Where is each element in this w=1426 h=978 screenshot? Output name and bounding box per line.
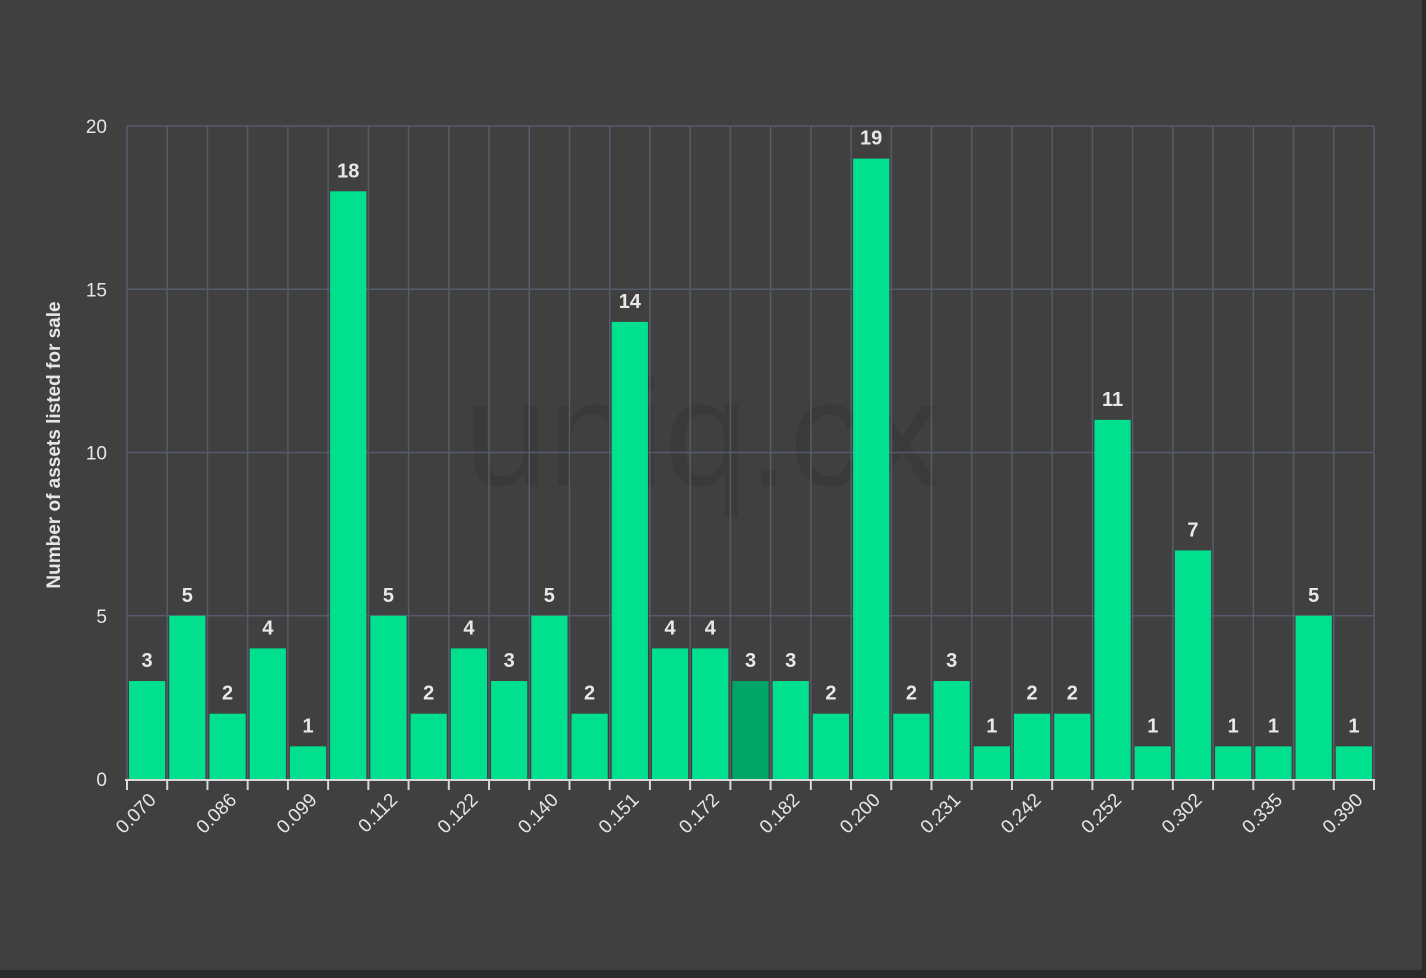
- bar-value-label: 2: [1067, 683, 1078, 705]
- bar[interactable]: [732, 681, 769, 779]
- bar-value-label: 2: [825, 683, 836, 705]
- y-tick-label: 20: [86, 117, 107, 138]
- bar-value-label: 2: [1027, 683, 1038, 705]
- bar-value-label: 3: [504, 650, 515, 672]
- bar[interactable]: [209, 713, 246, 779]
- y-axis-title: Number of assets listed for sale: [44, 301, 65, 588]
- bar[interactable]: [651, 648, 689, 779]
- x-tick-label: 0.140: [514, 790, 562, 838]
- bar[interactable]: [893, 713, 930, 779]
- x-tick-label: 0.390: [1319, 790, 1367, 838]
- bar-value-label: 2: [584, 683, 595, 705]
- bar[interactable]: [853, 158, 890, 779]
- bar[interactable]: [1094, 419, 1131, 779]
- bar-value-label: 7: [1187, 519, 1198, 541]
- bar[interactable]: [169, 615, 206, 779]
- bar-value-label: 1: [1348, 715, 1359, 737]
- x-tick-label: 0.112: [355, 790, 402, 837]
- bar[interactable]: [129, 681, 166, 779]
- bar-value-label: 1: [1268, 715, 1279, 737]
- bar-value-label: 4: [463, 617, 475, 639]
- bar[interactable]: [330, 191, 367, 780]
- bar-value-label: 2: [423, 683, 434, 705]
- y-tick-label: 10: [86, 444, 107, 465]
- bar[interactable]: [611, 321, 648, 779]
- x-tick-label: 0.302: [1158, 790, 1206, 838]
- x-tick-label: 0.252: [1078, 790, 1126, 838]
- x-tick-label: 0.242: [997, 790, 1045, 838]
- bar[interactable]: [1013, 713, 1051, 779]
- bar-value-label: 2: [222, 683, 233, 705]
- bar-value-label: 19: [860, 128, 882, 150]
- bar[interactable]: [289, 746, 327, 779]
- bar-value-label: 5: [182, 585, 193, 607]
- y-tick-labels: 0 5 10 15 20: [86, 117, 107, 791]
- x-tick-label: 0.231: [917, 790, 965, 838]
- x-tick-label: 0.070: [112, 790, 160, 838]
- bar-value-label: 1: [1147, 715, 1158, 737]
- axes: [125, 779, 1375, 790]
- bar-value-label: 1: [302, 715, 313, 737]
- y-tick-label: 0: [96, 770, 107, 791]
- bar[interactable]: [491, 681, 528, 779]
- bar[interactable]: [370, 615, 407, 779]
- bar[interactable]: [1215, 746, 1252, 779]
- bar-value-label: 4: [262, 617, 274, 639]
- bar[interactable]: [1335, 746, 1372, 779]
- bar[interactable]: [692, 648, 729, 779]
- bar-value-label: 14: [619, 291, 642, 313]
- bar-value-label: 4: [664, 617, 676, 639]
- y-tick-label: 15: [86, 280, 107, 301]
- bar-value-label: 3: [785, 650, 796, 672]
- bar[interactable]: [1174, 550, 1212, 779]
- bar-value-label: 1: [986, 715, 997, 737]
- bar[interactable]: [1054, 713, 1091, 779]
- bar-value-label: 3: [946, 650, 957, 672]
- bar-value-label: 11: [1102, 389, 1123, 411]
- x-tick-label: 0.122: [434, 790, 482, 838]
- bar-value-label: 1: [1228, 715, 1239, 737]
- x-tick-label: 0.182: [756, 790, 804, 838]
- bar[interactable]: [249, 648, 286, 779]
- x-tick-label: 0.200: [836, 790, 884, 838]
- bar-value-label: 3: [142, 650, 153, 672]
- bar[interactable]: [410, 713, 447, 779]
- bar-value-label: 5: [544, 585, 555, 607]
- bar[interactable]: [812, 713, 850, 779]
- bar-value-label: 2: [906, 683, 917, 705]
- x-tick-label: 0.335: [1239, 790, 1287, 838]
- bar[interactable]: [973, 746, 1010, 779]
- bar-value-label: 18: [337, 160, 359, 182]
- y-tick-label: 5: [96, 607, 107, 628]
- bar[interactable]: [450, 648, 488, 779]
- bar[interactable]: [571, 713, 608, 779]
- bar-value-label: 5: [383, 585, 394, 607]
- bar-value-label: 5: [1308, 585, 1319, 607]
- bar[interactable]: [772, 681, 809, 779]
- x-tick-label: 0.172: [675, 790, 723, 838]
- x-tick-label: 0.151: [595, 790, 643, 838]
- bar[interactable]: [1134, 746, 1171, 779]
- bar[interactable]: [1255, 746, 1292, 779]
- bar-value-label: 3: [745, 650, 756, 672]
- bars: [129, 158, 1372, 780]
- bar[interactable]: [933, 681, 970, 779]
- bar-value-label: 4: [705, 617, 717, 639]
- x-tick-label: 0.099: [273, 790, 321, 838]
- bar[interactable]: [531, 615, 568, 779]
- x-tick-label: 0.086: [193, 790, 241, 838]
- x-tick-labels: 0.070 0.086 0.099 0.112 0.122 0.140 0.151 0.172…: [112, 790, 1367, 838]
- bar[interactable]: [1295, 615, 1332, 779]
